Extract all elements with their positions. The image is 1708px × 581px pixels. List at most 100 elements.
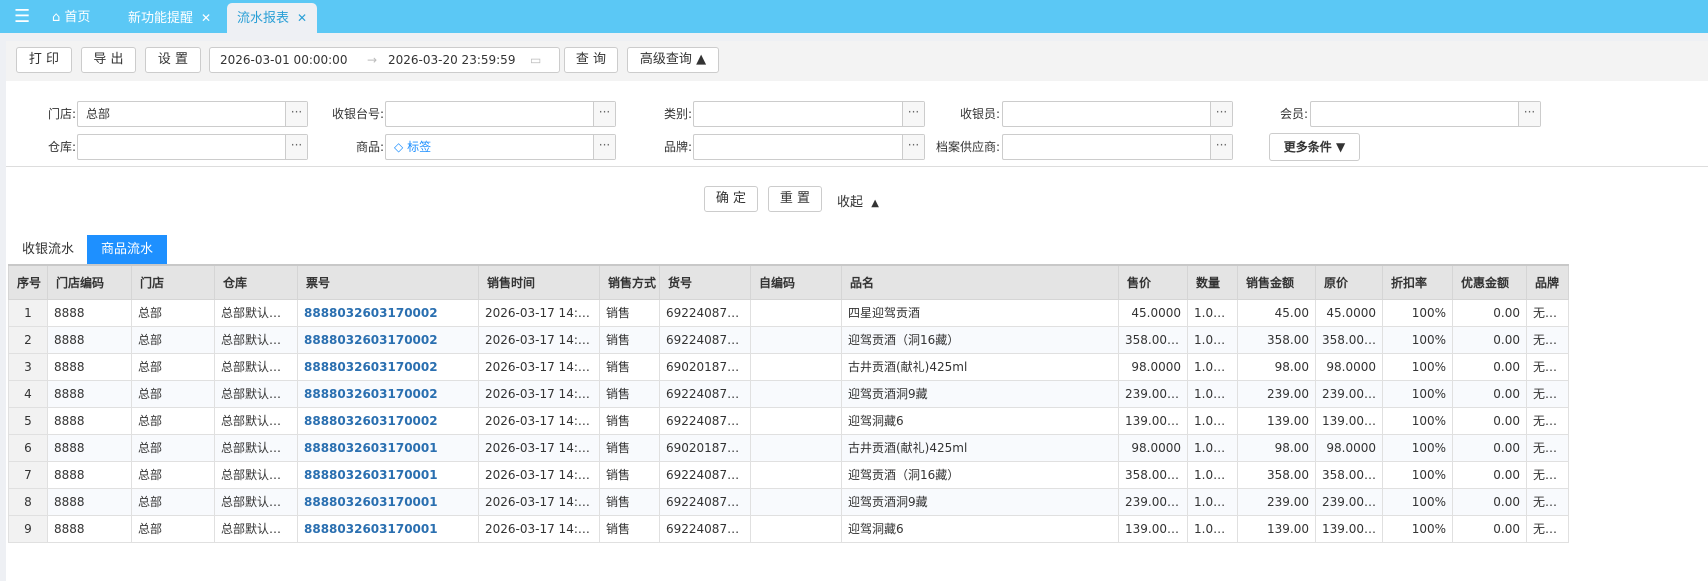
table-row[interactable]: 3 8888 总部 总部默认仓库 8888032603170002 2026-03-17 … [8, 352, 1569, 381]
table-cell: 销售 [599, 352, 660, 381]
ticket-link[interactable]: 8888032603170002 [297, 406, 479, 435]
member-field[interactable]: ··· [1310, 101, 1541, 127]
more-icon[interactable]: ··· [1210, 102, 1232, 126]
column-header[interactable]: 优惠金额 [1452, 264, 1527, 300]
register-field[interactable]: ··· [385, 101, 616, 127]
table-cell: 0.00 [1452, 406, 1527, 435]
column-header[interactable]: 销售时间 [478, 264, 600, 300]
ticket-link[interactable]: 8888032603170002 [297, 352, 479, 381]
date-end[interactable]: 2026-03-20 23:59:59 [388, 53, 516, 67]
table-row[interactable]: 7 8888 总部 总部默认仓库 8888032603170001 2026-03-17 … [8, 460, 1569, 489]
column-header[interactable]: 货号 [659, 264, 751, 300]
store-field[interactable]: 总部 ··· [77, 101, 308, 127]
column-header[interactable]: 票号 [297, 264, 479, 300]
more-icon[interactable]: ··· [902, 102, 924, 126]
tab-product-flow[interactable]: 商品流水 [87, 235, 168, 265]
more-icon[interactable]: ··· [1210, 135, 1232, 159]
ticket-link[interactable]: 8888032603170001 [297, 487, 479, 516]
column-header[interactable]: 销售金额 [1237, 264, 1316, 300]
warehouse-field[interactable]: ··· [77, 134, 308, 160]
more-conditions-button[interactable]: 更多条件 ▼ [1269, 133, 1360, 161]
column-header[interactable]: 原价 [1315, 264, 1383, 300]
tab-cashier-flow[interactable]: 收银流水 [22, 242, 75, 257]
supplier-field[interactable]: ··· [1002, 134, 1233, 160]
close-icon[interactable]: ✕ [297, 11, 308, 25]
menu-toggle-icon[interactable]: ☰ [14, 6, 31, 27]
category-field[interactable]: ··· [693, 101, 925, 127]
column-header[interactable]: 数量 [1187, 264, 1238, 300]
tab-home[interactable]: ⌂ 首页 [52, 3, 90, 33]
date-range-picker[interactable]: 2026-03-01 00:00:00 → 2026-03-20 23:59:5… [209, 47, 560, 73]
ticket-link[interactable]: 8888032603170002 [297, 379, 479, 408]
table-cell: 古井贡酒(献礼)425ml [841, 433, 1119, 462]
table-cell: 0.00 [1452, 460, 1527, 489]
table-cell: 2026-03-17 14:42:... [478, 379, 600, 408]
column-header[interactable]: 折扣率 [1382, 264, 1453, 300]
caret-up-icon: ▲ [696, 52, 707, 67]
row-index: 2 [8, 325, 48, 354]
more-icon[interactable]: ··· [593, 135, 615, 159]
ticket-link[interactable]: 8888032603170002 [297, 298, 479, 327]
more-icon[interactable]: ··· [593, 102, 615, 126]
more-icon[interactable]: ··· [285, 102, 307, 126]
table-cell: 8888 [47, 325, 132, 354]
ticket-link[interactable]: 8888032603170001 [297, 514, 479, 543]
reset-button[interactable]: 重 置 [768, 186, 822, 212]
column-header[interactable]: 品名 [841, 264, 1119, 300]
cashier-field[interactable]: ··· [1002, 101, 1233, 127]
table-cell: 总部默认仓库 [214, 406, 298, 435]
close-icon[interactable]: ✕ [201, 11, 212, 25]
settings-button[interactable]: 设 置 [145, 47, 201, 73]
ticket-link[interactable]: 8888032603170001 [297, 460, 479, 489]
table-row[interactable]: 5 8888 总部 总部默认仓库 8888032603170002 2026-03-17 … [8, 406, 1569, 435]
table-cell: 总部默认仓库 [214, 352, 298, 381]
column-header[interactable]: 售价 [1118, 264, 1188, 300]
table-cell: 无品牌 [1526, 514, 1569, 543]
column-header[interactable]: 品牌 [1526, 264, 1569, 300]
confirm-button[interactable]: 确 定 [704, 186, 758, 212]
more-icon[interactable]: ··· [285, 135, 307, 159]
collapse-button[interactable]: 收起 ▲ [837, 191, 879, 210]
column-header[interactable]: 门店编码 [47, 264, 132, 300]
more-icon[interactable]: ··· [1518, 102, 1540, 126]
column-header[interactable]: 仓库 [214, 264, 298, 300]
more-conditions-label: 更多条件 [1283, 140, 1332, 154]
print-button[interactable]: 打 印 [16, 47, 72, 73]
column-header[interactable]: 门店 [131, 264, 215, 300]
tab-new-features[interactable]: 新功能提醒 ✕ [128, 3, 211, 33]
tab-flow-report[interactable]: 流水报表 ✕ [227, 3, 318, 33]
column-header[interactable]: 序号 [8, 264, 48, 300]
product-tag[interactable]: 标签 [407, 140, 432, 154]
table-row[interactable]: 2 8888 总部 总部默认仓库 8888032603170002 2026-03-17 … [8, 325, 1569, 354]
brand-field[interactable]: ··· [693, 134, 925, 160]
table-cell: 总部 [131, 514, 215, 543]
table-row[interactable]: 8 8888 总部 总部默认仓库 8888032603170001 2026-03-17 … [8, 487, 1569, 516]
divider [6, 166, 1708, 167]
ticket-link[interactable]: 8888032603170002 [297, 325, 479, 354]
table-cell: 0.00 [1452, 514, 1527, 543]
calendar-icon[interactable]: ▭ [530, 53, 542, 67]
export-button[interactable]: 导 出 [81, 47, 136, 73]
report-panel: 打 印 导 出 设 置 2026-03-01 00:00:00 → 2026-0… [6, 41, 1708, 581]
table-cell: 358.00 [1237, 460, 1316, 489]
table-row[interactable]: 1 8888 总部 总部默认仓库 8888032603170002 2026-03-17 … [8, 298, 1569, 327]
table-cell: 98.0000 [1118, 352, 1188, 381]
table-row[interactable]: 9 8888 总部 总部默认仓库 8888032603170001 2026-03-17 … [8, 514, 1569, 543]
table-cell: 1.0000 [1187, 487, 1238, 516]
table-cell: 139.00 [1237, 406, 1316, 435]
table-cell [750, 379, 842, 408]
table-row[interactable]: 4 8888 总部 总部默认仓库 8888032603170002 2026-03-17 … [8, 379, 1569, 408]
advanced-query-button[interactable]: 高级查询 ▲ [627, 47, 719, 73]
table-cell [750, 433, 842, 462]
table-cell: 98.00 [1237, 352, 1316, 381]
more-icon[interactable]: ··· [902, 135, 924, 159]
column-header[interactable]: 销售方式 [599, 264, 660, 300]
date-start[interactable]: 2026-03-01 00:00:00 [220, 53, 348, 67]
ticket-link[interactable]: 8888032603170001 [297, 433, 479, 462]
column-header[interactable]: 自编码 [750, 264, 842, 300]
table-row[interactable]: 6 8888 总部 总部默认仓库 8888032603170001 2026-03-17 … [8, 433, 1569, 462]
product-field[interactable]: ◇ 标签 ··· [385, 134, 616, 160]
table-cell: 100% [1382, 406, 1453, 435]
query-button[interactable]: 查 询 [564, 47, 618, 73]
table-cell: 无品牌 [1526, 433, 1569, 462]
